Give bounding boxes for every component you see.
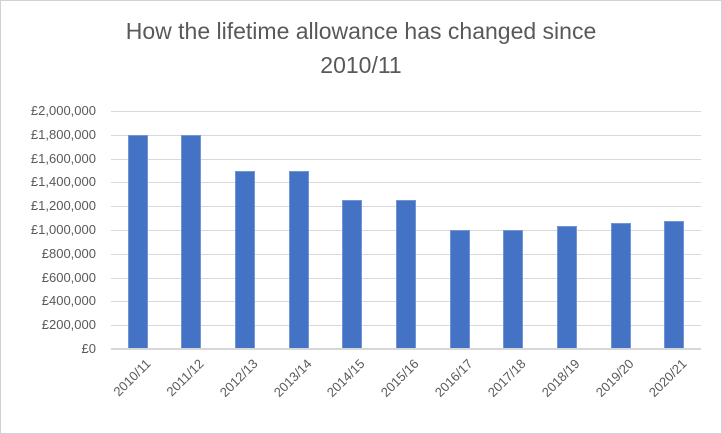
bar	[235, 170, 256, 349]
bar-slot	[486, 111, 540, 349]
y-tick-label: £400,000	[41, 293, 96, 309]
x-tick-label: 2015/16	[377, 356, 422, 400]
bar-slot	[165, 111, 219, 349]
bar	[503, 230, 524, 349]
x-tick-label: 2019/20	[592, 356, 637, 400]
x-axis-line	[111, 348, 701, 350]
bar-series	[111, 111, 701, 349]
x-tick-label: 2020/21	[645, 356, 690, 400]
gridline	[111, 182, 701, 184]
x-tick-label: 2011/12	[163, 356, 208, 400]
y-tick-label: £0	[81, 341, 96, 356]
x-tick-label: 2017/18	[485, 356, 529, 400]
y-tick-label: £800,000	[41, 245, 96, 261]
bar	[449, 230, 470, 349]
chart-title: How the lifetime allowance has changed s…	[125, 18, 597, 78]
bar	[556, 226, 577, 349]
plot-area	[111, 111, 701, 350]
y-tick-label: £1,800,000	[30, 126, 96, 142]
y-tick-label: £1,600,000	[30, 150, 96, 166]
bar	[288, 170, 309, 349]
y-tick-label: £1,400,000	[30, 174, 96, 190]
bar	[664, 221, 685, 349]
x-tick-label: 2010/11	[110, 356, 154, 400]
gridline	[111, 158, 701, 160]
gridline	[111, 111, 701, 112]
y-tick-label: £1,000,000	[30, 222, 96, 237]
bar	[396, 200, 417, 349]
bar-slot	[379, 111, 433, 349]
bar-slot	[647, 111, 701, 349]
bar	[610, 223, 631, 349]
x-tick-label: 2016/17	[431, 356, 476, 400]
y-tick-label: £600,000	[41, 269, 96, 285]
bar-slot	[218, 111, 272, 349]
bar-slot	[433, 111, 487, 349]
gridline	[111, 134, 701, 136]
y-tick-label: £2,000,000	[30, 103, 96, 118]
x-tick-label: 2018/19	[538, 356, 583, 400]
x-tick-label: 2012/13	[216, 356, 261, 400]
y-tick-label: £200,000	[41, 317, 96, 333]
bar	[181, 134, 202, 349]
bar	[127, 134, 148, 349]
bar-slot	[594, 111, 648, 349]
x-tick-label: 2014/15	[324, 356, 368, 400]
x-tick-label: 2013/14	[270, 356, 315, 400]
bar	[342, 200, 363, 349]
bar-slot	[272, 111, 326, 349]
y-tick-label: £1,200,000	[30, 198, 96, 214]
bar-slot	[540, 111, 594, 349]
bar-slot	[326, 111, 380, 349]
bar-slot	[111, 111, 165, 349]
